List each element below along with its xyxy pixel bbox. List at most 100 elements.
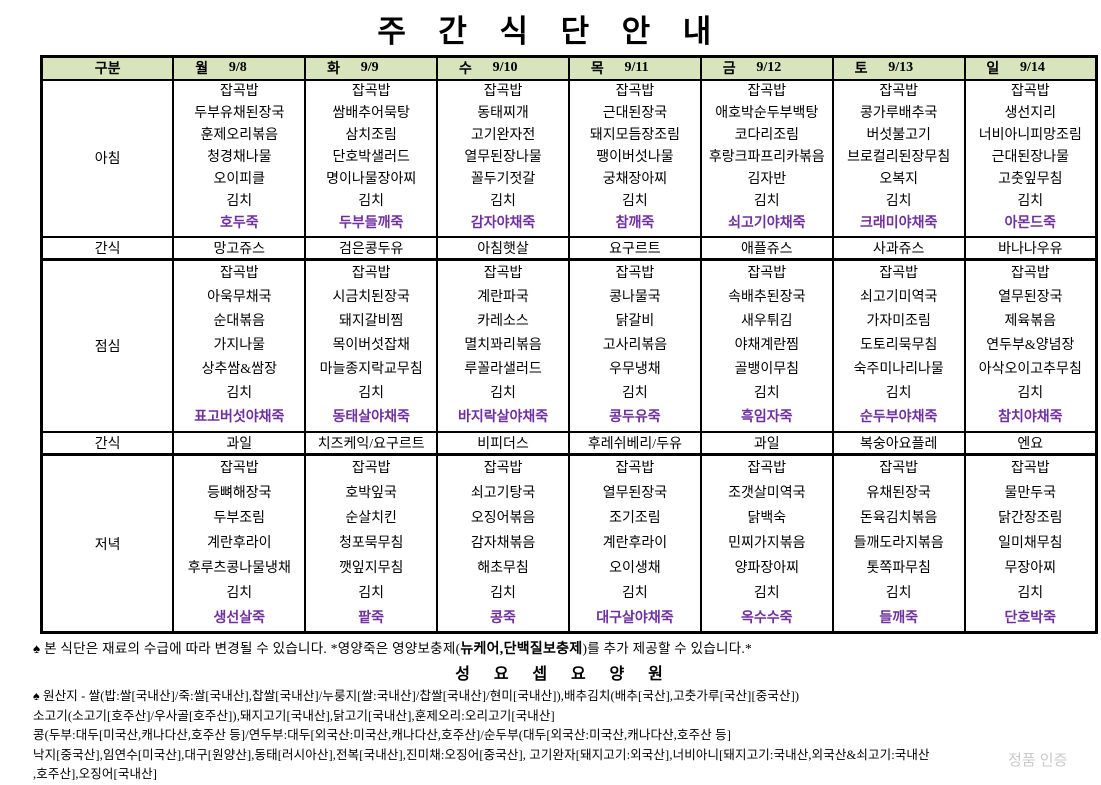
menu-item: 버섯불고기 [866, 128, 931, 143]
menu-item: 민찌가지볶음 [728, 536, 806, 551]
day-name: 토 [854, 62, 868, 78]
snack-cell-3-5: 복숭아요플레 [831, 430, 966, 456]
porridge-item: 두부들깨죽 [338, 216, 404, 231]
porridge-item: 콩두유죽 [609, 409, 661, 425]
menu-item: 해초무침 [477, 561, 529, 576]
menu-item: 청포묵무침 [338, 536, 404, 551]
day-header-2: 수 9/10 [436, 55, 570, 81]
porridge-item: 옥수수죽 [741, 611, 793, 626]
menu-item: 애호박순두부백탕 [715, 106, 819, 121]
menu-item: 잡곡밥 [483, 461, 523, 476]
menu-item: 잡곡밥 [747, 461, 787, 476]
day-header-content: 수 9/10 [439, 59, 567, 78]
row-label: 아침 [40, 78, 175, 238]
menu-item: 후랑크파프리카볶음 [708, 150, 825, 165]
day-header-content: 화 9/9 [307, 59, 435, 78]
porridge-item: 순두부야채죽 [860, 409, 938, 425]
menu-item: 근대된장국 [602, 106, 668, 121]
meal-cell-0-4: 잡곡밥 애호박순두부백탕 코다리조림 후랑크파프리카볶음 김자반 김치 쇠고기야채죽 [699, 78, 834, 238]
snack-cell-3-4: 과일 [699, 430, 834, 456]
menu-item: 닭갈비 [615, 313, 655, 329]
menu-item: 오복지 [879, 172, 918, 187]
day-header-4: 금 9/12 [699, 55, 834, 81]
meal-cell-0-0: 잡곡밥 두부유채된장국 훈제오리볶음 청경채나물 오이피클 김치 호두죽 [172, 78, 307, 238]
menu-item: 고춧잎무침 [998, 172, 1063, 187]
menu-item: 너비아니피망조림 [978, 128, 1082, 143]
porridge-item: 생선살죽 [213, 611, 266, 626]
menu-item: 후루츠콩나물냉채 [187, 561, 291, 576]
day-header-content: 금 9/12 [703, 59, 831, 78]
menu-item: 잡곡밥 [879, 265, 918, 281]
menu-item: 숙주미나리나물 [853, 361, 944, 377]
menu-item: 오이생채 [609, 561, 661, 576]
day-name: 일 [986, 62, 1000, 78]
weekly-menu-table: 구분 월 9/8 화 9/9 수 9/10 목 9/11 금 9/12 토 9/13 일 9/14 아침 잡곡밥… [40, 55, 1098, 634]
day-date: 9/12 [756, 60, 782, 76]
snack-cell-3-6: 엔요 [963, 430, 1098, 456]
menu-item: 마늘종지락교무침 [319, 361, 423, 377]
porridge-item: 들깨죽 [879, 611, 918, 626]
row-label: 점심 [40, 258, 175, 433]
menu-item: 열무된장국 [998, 289, 1063, 305]
menu-item: 연두부&양념장 [986, 337, 1075, 353]
menu-item: 돼지모듬장조림 [589, 128, 681, 143]
menu-item: 조갯살미역국 [728, 486, 806, 501]
menu-item: 목이버섯잡채 [332, 337, 410, 353]
menu-item: 들깨도라지볶음 [853, 536, 944, 551]
menu-item: 잡곡밥 [879, 461, 918, 476]
menu-item: 잡곡밥 [351, 461, 391, 476]
porridge-item: 표고버섯야채죽 [194, 409, 285, 425]
meal-cell-2-0: 잡곡밥 아욱무채국 순대볶음 가지나물 상추쌈&쌈장 김치 표고버섯야채죽 [172, 258, 307, 433]
menu-item: 일미채무침 [998, 536, 1063, 551]
menu-item: 잡곡밥 [351, 84, 391, 99]
menu-item: 김치 [1017, 385, 1044, 401]
origin-line-2: 콩(두부:대두[미국산,캐나다산,호주산 등]/연두부:대두[외국산:미국산,캐… [33, 728, 732, 742]
meal-cell-4-5: 잡곡밥 유채된장국 돈육김치볶음 들깨도라지볶음 톳쪽파무침 김치 들깨죽 [831, 453, 966, 634]
menu-change-note-post: )를 추가 제공할 수 있습니다.* [582, 641, 753, 656]
meal-cell-4-6: 잡곡밥 물만두국 닭간장조림 일미채무침 무장아찌 김치 단호박죽 [963, 453, 1098, 634]
menu-item: 잡곡밥 [615, 265, 655, 281]
menu-item: 잡곡밥 [483, 84, 523, 99]
menu-item: 김치 [358, 586, 385, 601]
menu-item: 김치 [885, 385, 912, 401]
meal-cell-2-5: 잡곡밥 쇠고기미역국 가자미조림 도토리묵무침 숙주미나리나물 김치 순두부야채죽 [831, 258, 966, 433]
row-label: 간식 [40, 430, 175, 456]
menu-item: 콩나물국 [609, 289, 661, 305]
menu-item: 깻잎지무침 [338, 561, 404, 576]
meal-cell-2-3: 잡곡밥 콩나물국 닭갈비 고사리볶음 우무냉채 김치 콩두유죽 [568, 258, 702, 433]
porridge-item: 흑임자죽 [741, 409, 793, 425]
menu-item: 잡곡밥 [219, 461, 259, 476]
menu-item: 팽이버섯나물 [596, 150, 674, 165]
menu-item: 열무된장국 [602, 486, 668, 501]
menu-item: 콩가루배추국 [860, 106, 938, 121]
snack-cell-1-5: 사과쥬스 [831, 235, 966, 261]
menu-item: 시금치된장국 [332, 289, 410, 305]
menu-item: 쇠고기미역국 [860, 289, 938, 305]
menu-item: 잡곡밥 [1010, 265, 1050, 281]
porridge-item: 감자야채죽 [470, 216, 536, 231]
menu-item: 아욱무채국 [207, 289, 272, 305]
meal-cell-2-2: 잡곡밥 계란파국 카레소스 멸치꽈리볶음 루꼴라샐러드 김치 바지락살야채죽 [436, 258, 570, 433]
row-label: 간식 [40, 235, 175, 261]
menu-item: 코다리조림 [734, 128, 800, 143]
menu-item: 김치 [622, 194, 648, 209]
menu-item: 순대볶음 [213, 313, 266, 329]
origin-line-0: ♠ 원산지 - 쌀(밥:쌀[국내산]/죽:쌀[국내산],찹쌀[국내산]/누룽지[… [33, 689, 800, 703]
menu-item: 열무된장나물 [464, 150, 542, 165]
meal-cell-2-1: 잡곡밥 시금치된장국 돼지갈비찜 목이버섯잡채 마늘종지락교무침 김치 동태살야채죽 [304, 258, 439, 433]
menu-item: 근대된장나물 [991, 150, 1069, 165]
meal-cell-4-2: 잡곡밥 쇠고기탕국 오징어볶음 감자채볶음 해초무침 김치 콩죽 [436, 453, 570, 634]
snack-cell-1-1: 검은콩두유 [304, 235, 439, 261]
menu-item: 삼치조림 [345, 128, 397, 143]
menu-item: 골뱅이무침 [734, 361, 800, 377]
snack-cell-3-3: 후레쉬베리/두유 [568, 430, 702, 456]
meal-cell-4-3: 잡곡밥 열무된장국 조기조림 계란후라이 오이생채 김치 대구살야채죽 [568, 453, 702, 634]
menu-item: 계란후라이 [602, 536, 668, 551]
menu-item: 톳쪽파무침 [866, 561, 931, 576]
menu-item: 잡곡밥 [615, 84, 655, 99]
menu-item: 유채된장국 [866, 486, 931, 501]
menu-item: 브로컬리된장무침 [847, 150, 951, 165]
menu-item: 계란후라이 [207, 536, 272, 551]
menu-item: 김치 [622, 385, 648, 401]
day-date: 9/13 [888, 60, 914, 76]
